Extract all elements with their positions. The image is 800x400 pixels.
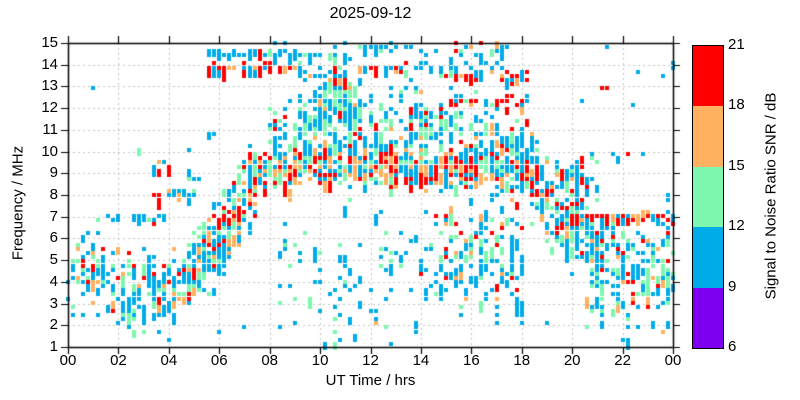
y-tick-label: 12 [41, 99, 58, 117]
y-tick-label: 8 [49, 186, 58, 203]
x-tick-label: 02 [110, 352, 127, 369]
x-tick-label: 06 [210, 352, 228, 369]
y-tick-label: 11 [42, 120, 58, 138]
colorbar-segment [693, 227, 723, 288]
x-tick-label: 10 [311, 352, 329, 369]
y-tick-label: 9 [49, 164, 58, 182]
colorbar-tick-label: 15 [728, 156, 745, 174]
x-tick-label: 18 [513, 352, 531, 369]
y-tick-label: 1 [49, 338, 58, 355]
x-tick-label: 00 [664, 352, 682, 369]
x-tick-label: 22 [614, 352, 631, 369]
y-axis-label: Frequency / MHz [9, 145, 27, 261]
colorbar-segment [693, 46, 723, 107]
y-tick-label: 14 [41, 55, 58, 73]
chart-title: 2025-09-12 [329, 5, 412, 22]
y-tick-label: 10 [41, 142, 58, 160]
x-tick-label: 00 [59, 352, 77, 369]
x-axis-label: UT Time / hrs [325, 372, 416, 389]
colorbar-tick-label: 9 [728, 277, 737, 295]
y-tick-label: 13 [41, 77, 58, 95]
colorbar-segment [693, 166, 723, 228]
colorbar-label: Signal to Noise Ratio SNR / dB [762, 92, 780, 300]
colorbar-tick-label: 6 [728, 338, 737, 355]
x-tick-label: 12 [362, 352, 379, 369]
x-tick-label: 20 [563, 352, 581, 369]
colorbar-tick-label: 21 [728, 36, 745, 53]
colorbar-tick-label: 12 [728, 217, 745, 235]
y-tick-label: 2 [49, 316, 58, 334]
colorbar-tick-label: 18 [728, 96, 745, 114]
y-tick-label: 15 [41, 34, 58, 51]
y-tick-label: 4 [49, 272, 58, 290]
colorbar [692, 45, 724, 349]
y-tick-label: 6 [49, 229, 58, 247]
colorbar-segment [693, 287, 723, 348]
y-tick-label: 7 [49, 207, 58, 225]
x-tick-label: 08 [261, 352, 278, 369]
x-tick-label: 16 [462, 352, 480, 369]
x-tick-label: 14 [412, 352, 430, 369]
y-tick-label: 3 [49, 294, 58, 312]
x-tick-label: 04 [160, 352, 178, 369]
colorbar-segment [693, 106, 723, 167]
y-tick-label: 5 [49, 251, 58, 269]
